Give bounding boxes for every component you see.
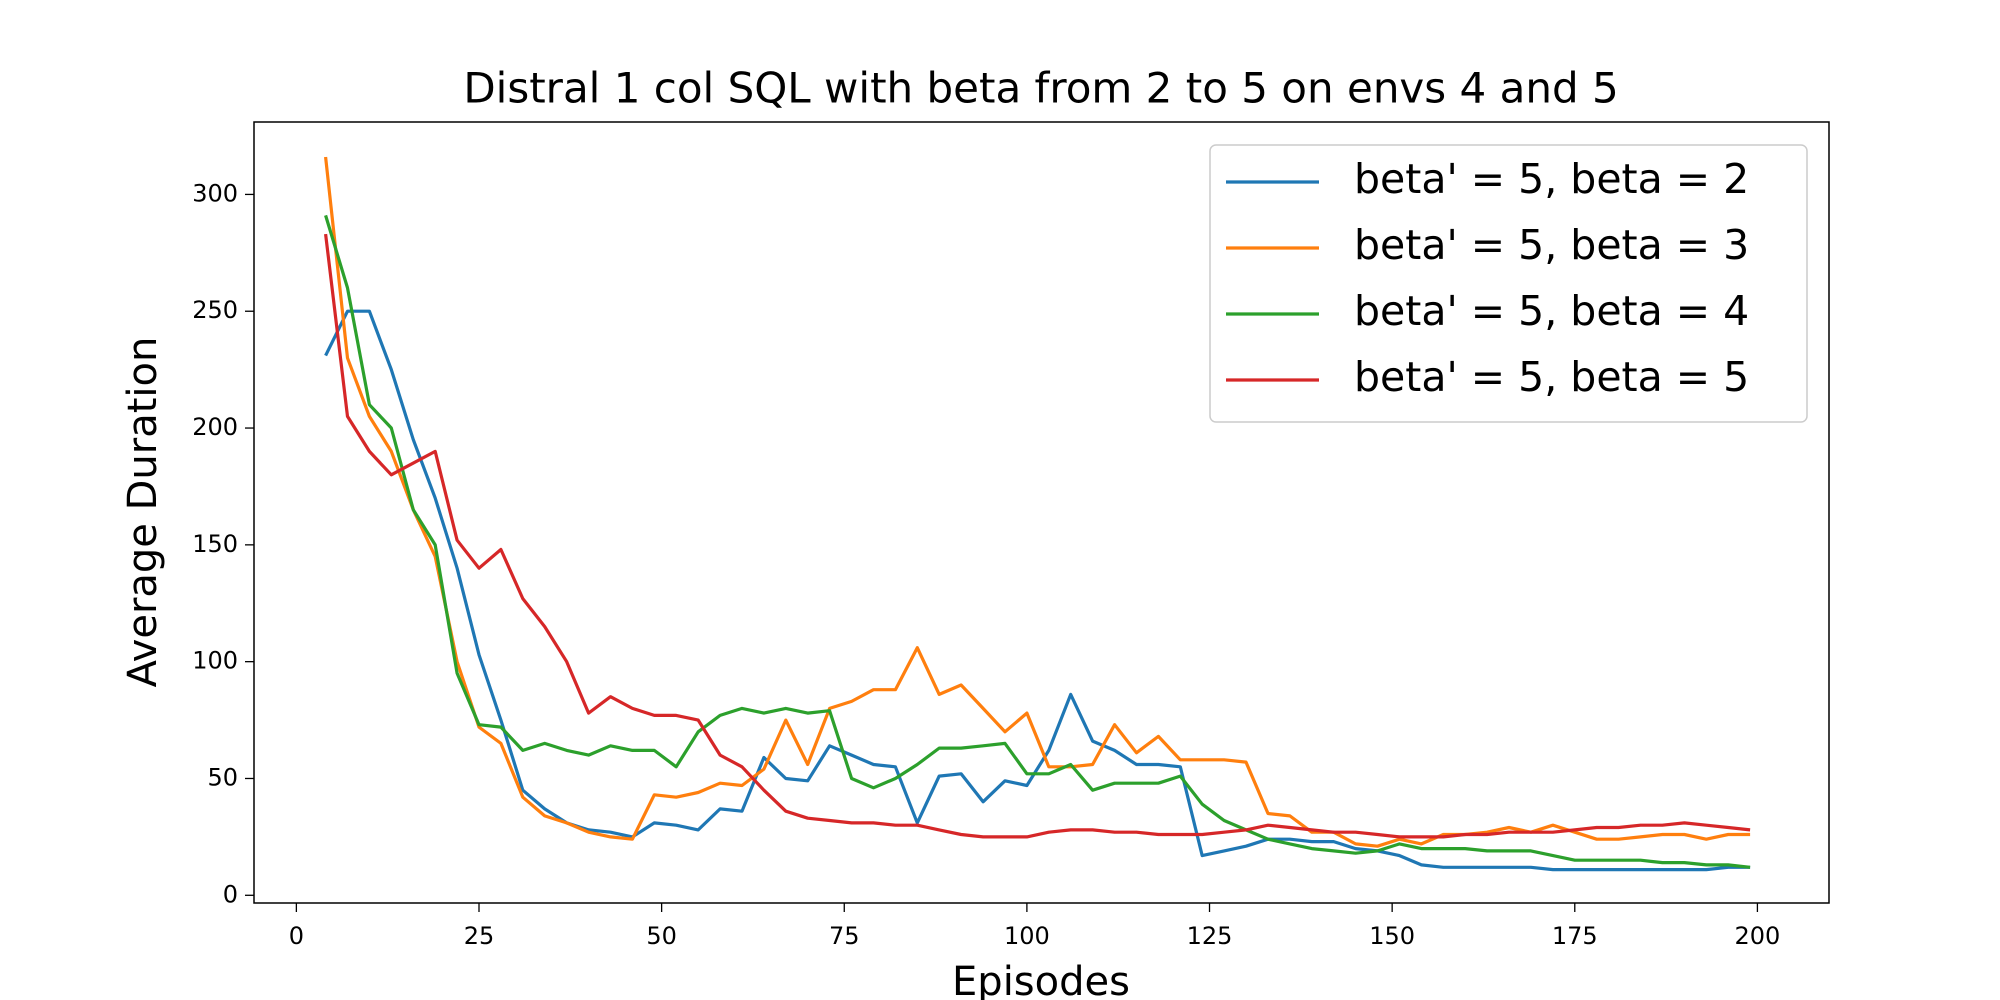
y-tick-label: 100 xyxy=(192,647,238,675)
x-tick-label: 0 xyxy=(289,922,304,950)
y-tick-label: 300 xyxy=(192,179,238,207)
x-tick-label: 75 xyxy=(829,922,860,950)
series-line xyxy=(324,156,1751,848)
legend-label: beta' = 5, beta = 4 xyxy=(1354,287,1749,335)
legend-label: beta' = 5, beta = 3 xyxy=(1354,221,1749,269)
y-tick-label: 250 xyxy=(192,296,238,324)
series-line xyxy=(324,214,1751,869)
series-line xyxy=(324,233,1751,839)
y-tick-label: 150 xyxy=(192,530,238,558)
x-tick-label: 25 xyxy=(464,922,495,950)
x-tick-label: 150 xyxy=(1369,922,1415,950)
x-tick-label: 50 xyxy=(646,922,677,950)
legend-label: beta' = 5, beta = 2 xyxy=(1354,155,1749,203)
legend-box xyxy=(1209,144,1808,423)
y-tick-label: 200 xyxy=(192,413,238,441)
y-tick-label: 0 xyxy=(223,880,238,908)
x-tick-label: 200 xyxy=(1735,922,1781,950)
y-tick-label: 50 xyxy=(207,763,238,791)
plot-frame xyxy=(253,121,1830,904)
x-axis-label: Episodes xyxy=(952,959,1130,1000)
legend-label: beta' = 5, beta = 5 xyxy=(1354,353,1749,401)
chart-title: Distral 1 col SQL with beta from 2 to 5 … xyxy=(463,64,1618,113)
y-axis-label: Average Duration xyxy=(120,337,166,688)
x-tick-label: 100 xyxy=(1004,922,1050,950)
x-tick-label: 125 xyxy=(1187,922,1233,950)
x-tick-label: 175 xyxy=(1552,922,1598,950)
